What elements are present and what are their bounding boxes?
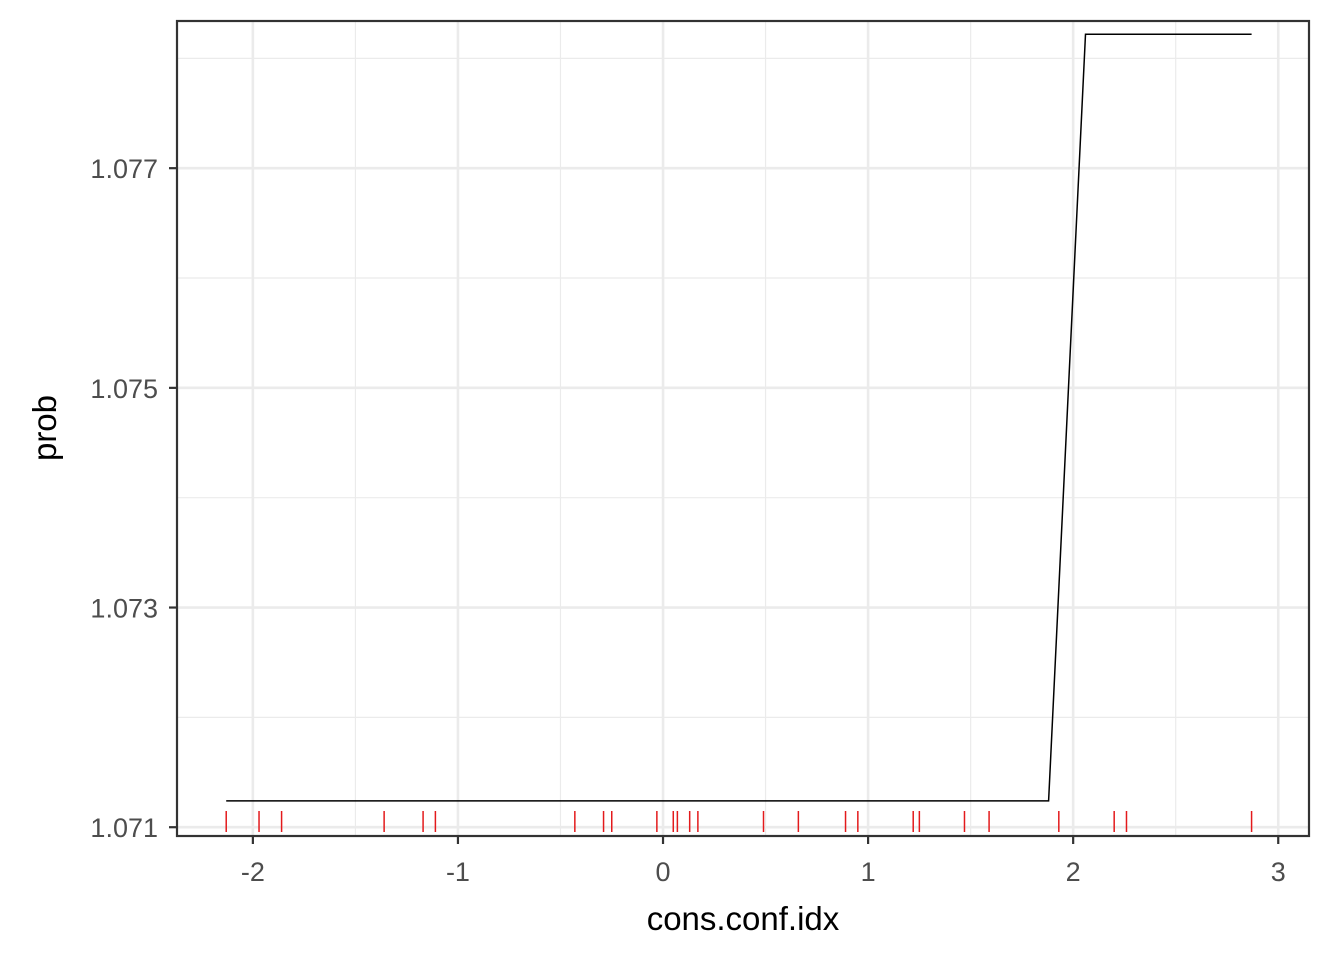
x-tick-label: -2 — [241, 857, 265, 887]
y-tick-label: 1.077 — [90, 154, 158, 184]
x-axis-title: cons.conf.idx — [647, 900, 840, 937]
series-line — [226, 33, 1252, 802]
y-axis-title: prob — [26, 395, 63, 461]
y-axis: 1.071 1.073 1.075 1.077 — [90, 154, 177, 843]
x-tick-label: 2 — [1066, 857, 1081, 887]
y-tick-label: 1.073 — [90, 594, 158, 624]
x-tick-label: -1 — [446, 857, 470, 887]
y-tick-label: 1.075 — [90, 374, 158, 404]
x-tick-label: 1 — [861, 857, 876, 887]
plot-panel — [177, 21, 1309, 836]
major-gridlines — [177, 21, 1309, 836]
series-lines — [226, 33, 1252, 802]
x-tick-label: 0 — [656, 857, 671, 887]
x-axis: -2 -1 0 1 2 3 — [241, 836, 1286, 887]
y-tick-label: 1.071 — [90, 813, 158, 843]
rug-marks — [225, 811, 1253, 832]
minor-gridlines — [177, 21, 1309, 836]
panel-border — [175, 19, 1311, 838]
x-tick-label: 3 — [1271, 857, 1286, 887]
